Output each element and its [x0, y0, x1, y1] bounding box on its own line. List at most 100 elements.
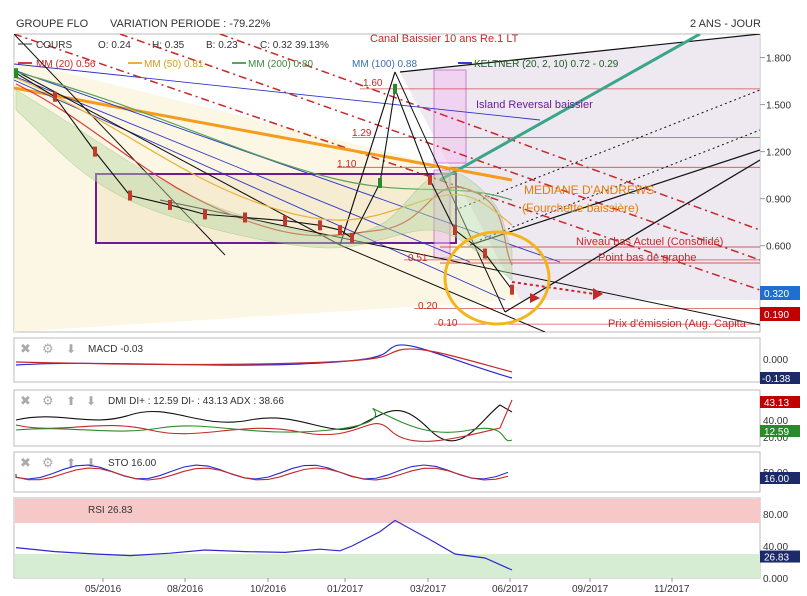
trend-line-4	[339, 71, 396, 246]
median-andrews-line	[14, 86, 513, 182]
price-candle-13	[428, 174, 432, 185]
sto-panel-frame	[13, 451, 761, 493]
projection-arrow-small	[530, 293, 540, 303]
mm50-line	[15, 77, 513, 226]
macd-label: MACD -0.03	[88, 344, 143, 355]
macd-tag-text: -0.138	[762, 374, 791, 385]
dmi-green-tag	[760, 425, 800, 437]
fan-line-3	[14, 79, 506, 301]
sto-tag-text: 16.00	[764, 474, 789, 485]
price-candle-14	[453, 225, 457, 236]
price-tick-label-2: 1.200	[766, 148, 791, 159]
island-box-lower	[433, 169, 451, 259]
price-candle-3	[128, 190, 132, 201]
price-candle-2	[93, 146, 97, 157]
sto-close-icon: ✖	[20, 455, 31, 470]
price-content	[14, 34, 760, 332]
last-price-tag-text: 0.320	[764, 289, 789, 300]
trend-line-5	[159, 199, 760, 326]
period-label: 2 ANS - JOUR	[690, 18, 761, 30]
macd-panel-frame	[13, 337, 761, 383]
legend-cours-high: H: 0.35	[152, 40, 185, 51]
prev-price-tag-text: 0.190	[764, 310, 789, 321]
legend-cours-low: B: 0.23	[206, 40, 238, 51]
price-candle-16	[510, 284, 514, 295]
sto-d-line	[15, 467, 509, 481]
fan-line-2	[14, 75, 471, 263]
dmi-panel-frame	[13, 389, 761, 447]
price-candle-6	[243, 212, 247, 223]
fan-line-1	[14, 69, 561, 263]
annotation-island: Island Reversal baissier	[476, 99, 593, 111]
dmi-down-arrow-icon: ⬇	[86, 394, 96, 408]
annotation-mediane: MEDIANE D'ANDREWS	[524, 183, 654, 197]
canal-line-0	[14, 34, 760, 291]
level-129: 1.29	[352, 128, 372, 139]
price-candle-11	[378, 178, 382, 188]
price-candle-9	[338, 225, 342, 236]
macd-tag	[760, 372, 800, 384]
level-020: 0.20	[418, 301, 438, 312]
legend-cours-name: COURS	[36, 40, 72, 51]
sto-label: STO 16.00	[108, 458, 157, 469]
last-price-tag	[760, 286, 800, 300]
x-tick-label-3: 01/2017	[327, 584, 364, 595]
price-candle-1	[53, 91, 57, 102]
price-candle-5	[203, 209, 207, 220]
dmi-green-tag-text: 12.59	[764, 427, 789, 438]
fork-dotted-2	[479, 129, 760, 241]
x-tick-label-4: 03/2017	[410, 584, 447, 595]
trend-line-6	[339, 244, 546, 332]
price-tick-label-0: 1.800	[766, 54, 791, 65]
legend-mm50: MM (50) 0.81	[144, 59, 204, 70]
annotation-point-bas: Point bas de graphe	[598, 252, 696, 264]
price-candle-4	[168, 199, 172, 210]
rsi-oversold-zone	[15, 554, 760, 578]
legend-cours-close: C: 0.32 39.13%	[260, 40, 329, 51]
price-tick-label-3: 0.900	[766, 195, 791, 206]
rsi-tick-0: 80.00	[763, 510, 788, 521]
rsi-tag-text: 26.83	[764, 553, 789, 564]
annotation-prix-emission: Prix d'émission (Aug. Capita	[608, 318, 747, 330]
macd-signal	[15, 348, 513, 373]
dmi-up-arrow-icon: ⬆	[66, 394, 76, 408]
legend-mm200: MM (200) 0.80	[248, 59, 313, 70]
fork-lower	[469, 149, 760, 246]
price-tick-label-1: 1.500	[766, 101, 791, 112]
x-tick-label-5: 06/2017	[492, 584, 529, 595]
mm200-line	[15, 71, 513, 201]
highlight-ellipse	[443, 230, 551, 326]
macd-gear-icon: ⚙	[42, 341, 54, 356]
x-tick-label-6: 09/2017	[572, 584, 609, 595]
sto-k-line	[15, 464, 509, 480]
dmi-label: DMI DI+ : 12.59 DI- : 43.13 ADX : 38.66	[108, 396, 284, 407]
price-candle-7	[283, 215, 287, 226]
legend-mm100: MM (100) 0.88	[352, 59, 417, 70]
price-layer	[14, 34, 760, 332]
dmi-red-tag-text: 43.13	[764, 398, 789, 409]
rsi-tick-2: 0.000	[763, 574, 788, 585]
sto-up-arrow-icon: ⬆	[66, 456, 76, 470]
dmi-close-icon: ✖	[20, 393, 31, 408]
level-160: 1.60	[363, 78, 383, 89]
macd-close-icon: ✖	[20, 341, 31, 356]
macd-down-arrow-icon: ⬇	[66, 342, 76, 356]
projection-arrow	[593, 288, 603, 300]
trend-line-0	[14, 34, 226, 256]
x-tick-label-2: 10/2016	[250, 584, 287, 595]
legend-keltner: KELTNER (20, 2, 10) 0.72 - 0.29	[474, 59, 619, 70]
rsi-line	[15, 519, 513, 571]
rsi-overbought-zone	[15, 499, 760, 523]
level-110: 1.10	[337, 159, 357, 170]
projection-line	[511, 281, 596, 295]
prev-price-tag	[760, 307, 800, 321]
price-candle-8	[318, 220, 322, 231]
level-010: 0.10	[438, 318, 458, 329]
annotation-fourchette: (Fourchette baissière)	[522, 201, 639, 215]
price-candle-12	[393, 83, 397, 94]
variation-label: VARIATION PERIODE : -79.22%	[110, 18, 271, 30]
sto-tag	[760, 472, 800, 484]
dmi-adx-line	[15, 404, 513, 442]
dmi-tick-40: 40.00	[763, 416, 788, 427]
